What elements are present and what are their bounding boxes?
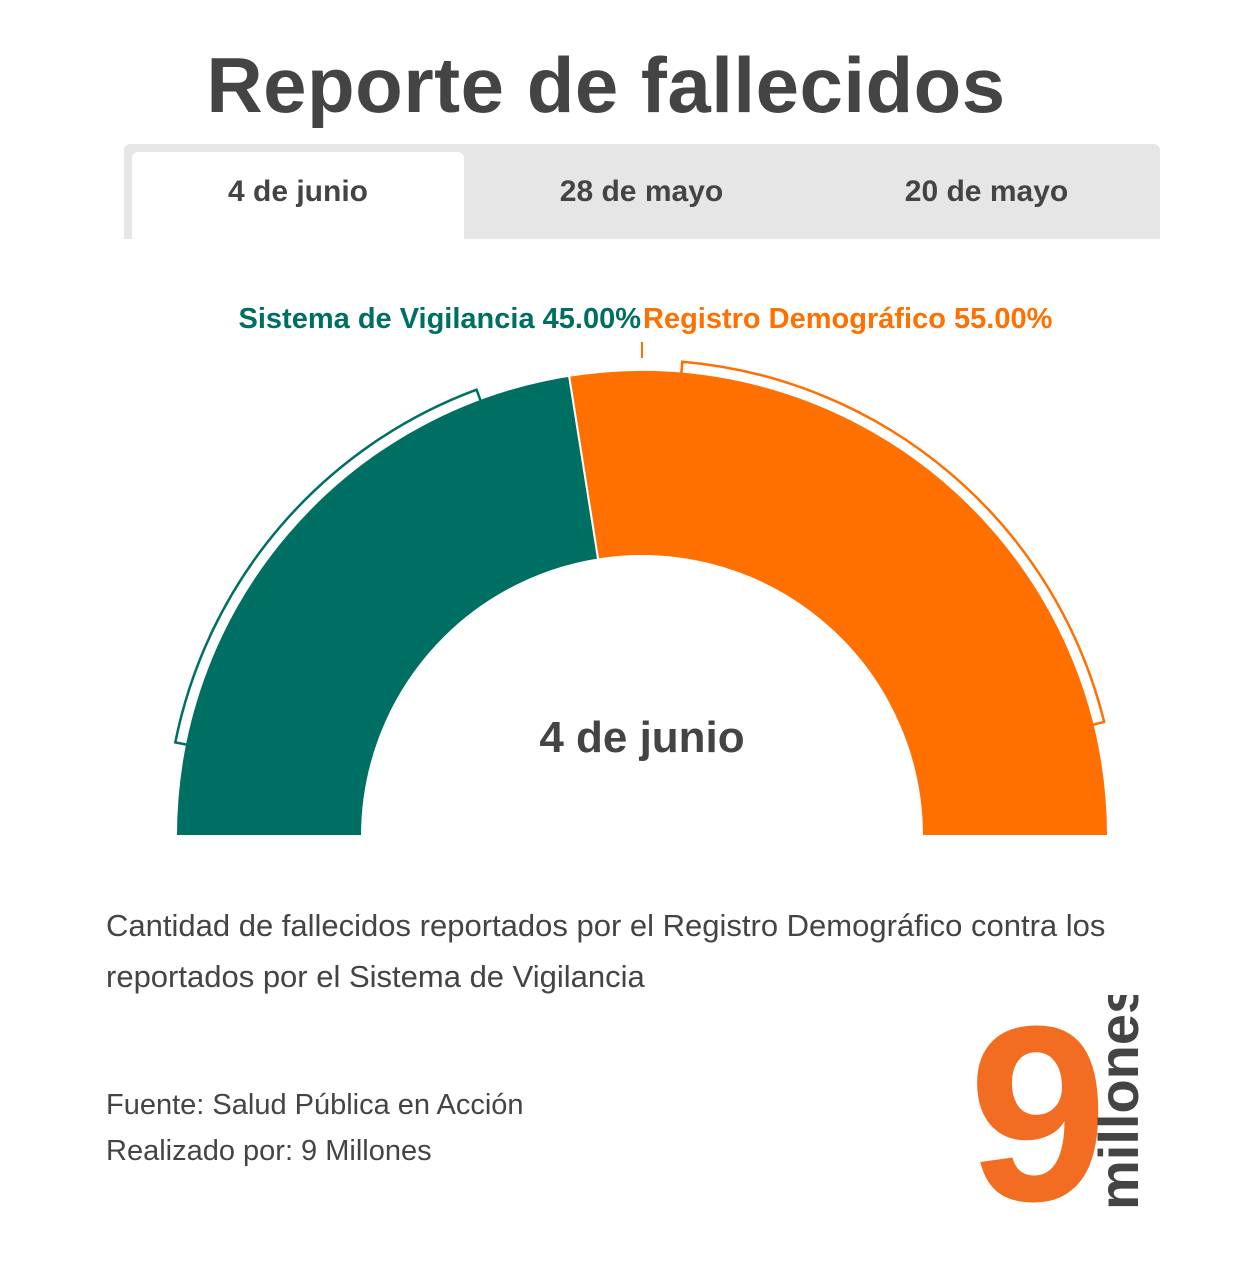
center-label: 4 de junio <box>539 713 744 762</box>
tab-bar: 4 de junio 28 de mayo 20 de mayo <box>124 144 1160 239</box>
logo-digit: 9 <box>968 995 1107 1225</box>
bracket-vigilancia <box>173 388 483 747</box>
tab-28-mayo[interactable]: 28 de mayo <box>559 175 724 208</box>
series-label-vigilancia: Sistema de Vigilancia 45.00% <box>239 303 642 335</box>
page-title: Reporte de fallecidos <box>206 41 1006 129</box>
slice-vigilancia <box>174 374 600 837</box>
nueve-millones-logo: 9 millones <box>968 995 1150 1225</box>
tab-20-mayo[interactable]: 20 de mayo <box>904 175 1069 208</box>
logo-word: millones <box>1087 995 1150 1210</box>
slice-registro <box>567 369 1110 837</box>
bracket-registro <box>679 360 1106 727</box>
tab-4-junio[interactable]: 4 de junio <box>132 152 464 239</box>
semicircle-chart: Sistema de Vigilancia 45.00% Registro De… <box>173 303 1110 837</box>
source-text: Fuente: Salud Pública en Acción <box>106 1089 524 1121</box>
credits: Fuente: Salud Pública en Acción Realizad… <box>106 1082 524 1174</box>
author-text: Realizado por: 9 Millones <box>106 1135 432 1167</box>
series-label-registro: Registro Demográfico 55.00% <box>643 303 1053 335</box>
chart-caption: Cantidad de fallecidos reportados por el… <box>106 908 1106 994</box>
